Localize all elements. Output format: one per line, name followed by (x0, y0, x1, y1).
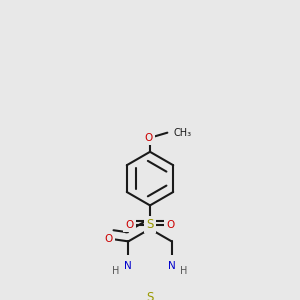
Text: S: S (146, 218, 154, 231)
Text: N: N (124, 261, 132, 272)
Text: H: H (112, 266, 120, 276)
Text: N: N (168, 261, 176, 272)
Text: O: O (145, 133, 153, 143)
Text: CH₃: CH₃ (174, 128, 192, 138)
Text: S: S (146, 291, 154, 300)
Text: H: H (180, 266, 188, 276)
Text: O: O (166, 220, 175, 230)
Text: O: O (104, 234, 112, 244)
Text: O: O (125, 220, 134, 230)
